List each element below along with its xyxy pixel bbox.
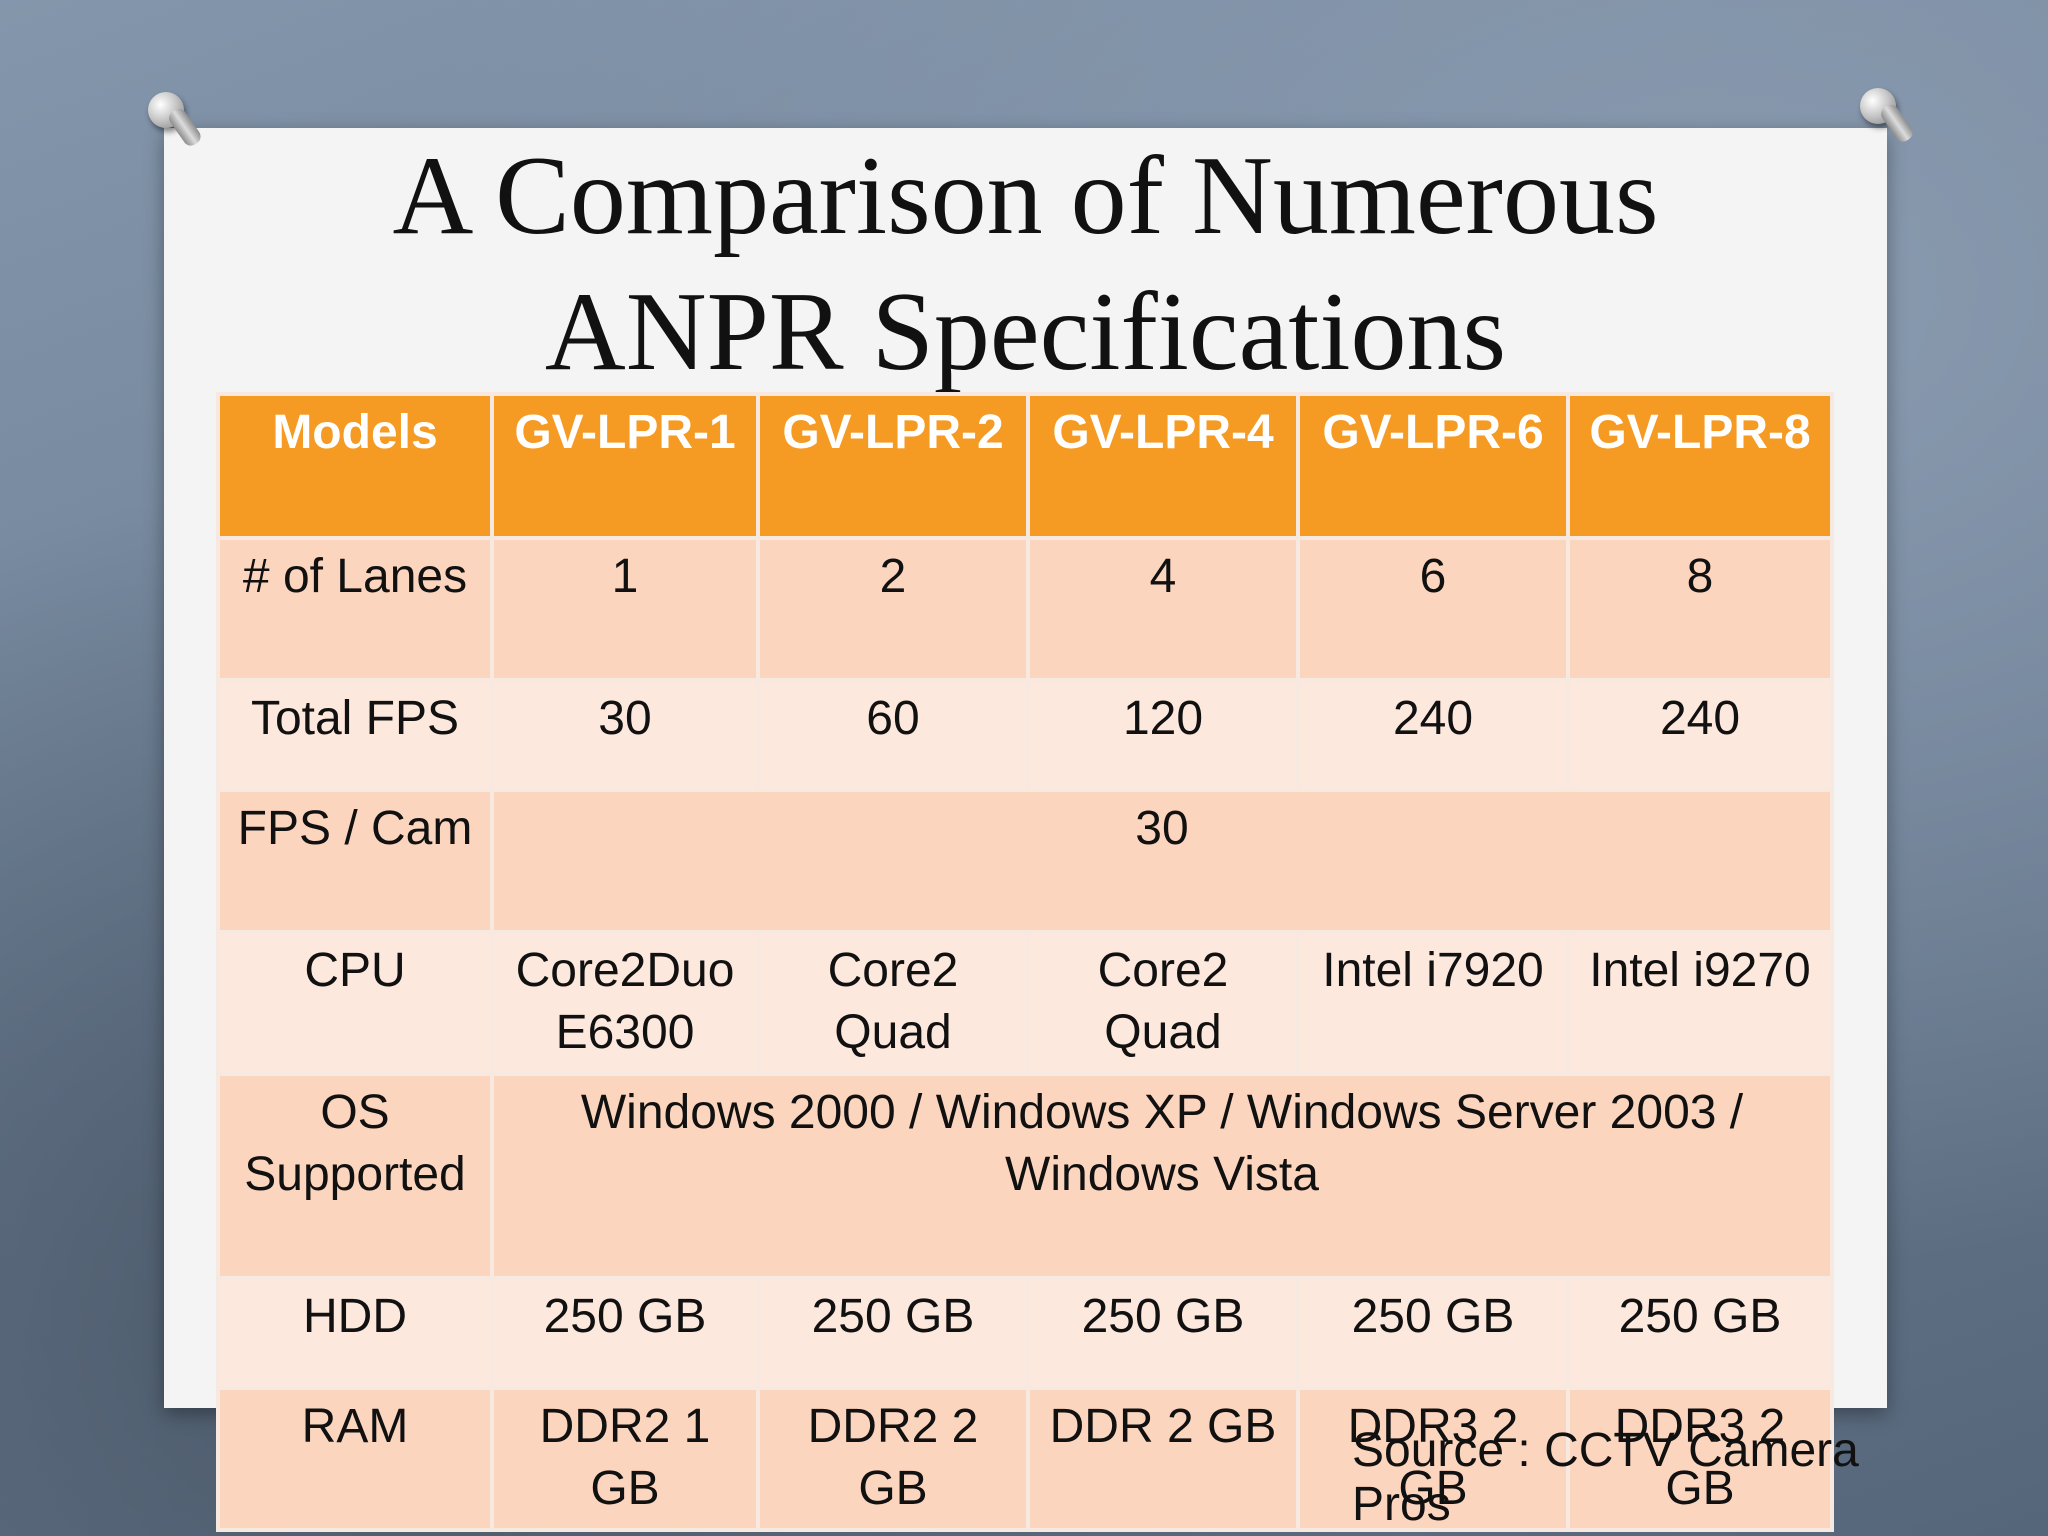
table-cell: Core2 Quad (760, 934, 1026, 1072)
row-label: # of Lanes (220, 540, 490, 678)
header-cell: Models (220, 396, 490, 536)
row-label: HDD (220, 1280, 490, 1386)
table-row: RAM DDR2 1 GB DDR2 2 GB DDR 2 GB DDR3 2 … (220, 1390, 1830, 1528)
table-cell: Core2 Quad (1030, 934, 1296, 1072)
table-cell: 30 (494, 682, 756, 788)
table-row: FPS / Cam 30 (220, 792, 1830, 930)
source-caption: Source : CCTV Camera Pros (1352, 1424, 1859, 1531)
table-cell: 4 (1030, 540, 1296, 678)
table-cell: DDR 2 GB (1030, 1390, 1296, 1528)
table-cell: Core2Duo E6300 (494, 934, 756, 1072)
header-cell: GV-LPR-6 (1300, 396, 1566, 536)
table-cell: 240 (1300, 682, 1566, 788)
table-cell: 250 GB (760, 1280, 1026, 1386)
table-row: HDD 250 GB 250 GB 250 GB 250 GB 250 GB (220, 1280, 1830, 1386)
header-cell: GV-LPR-1 (494, 396, 756, 536)
title-line-1: A Comparison of Numerous (392, 134, 1659, 258)
slide-title: A Comparison of Numerous ANPR Specificat… (164, 128, 1887, 400)
pushpin-icon (1860, 88, 1896, 124)
table-cell: 60 (760, 682, 1026, 788)
table-cell: 250 GB (1300, 1280, 1566, 1386)
table-cell: 250 GB (1570, 1280, 1830, 1386)
row-label: FPS / Cam (220, 792, 490, 930)
table-cell: 250 GB (1030, 1280, 1296, 1386)
table-cell: Intel i9270 (1570, 934, 1830, 1072)
spec-table: Models GV-LPR-1 GV-LPR-2 GV-LPR-4 GV-LPR… (216, 392, 1834, 1532)
header-cell: GV-LPR-4 (1030, 396, 1296, 536)
table-cell: Windows 2000 / Windows XP / Windows Serv… (494, 1076, 1830, 1276)
row-label: CPU (220, 934, 490, 1072)
table-cell: 8 (1570, 540, 1830, 678)
row-label: OS Supported (220, 1076, 490, 1276)
table-cell: DDR3 2 GB (1300, 1390, 1566, 1528)
table-cell: 30 (494, 792, 1830, 930)
table-cell: 250 GB (494, 1280, 756, 1386)
table-cell: 2 (760, 540, 1026, 678)
table-cell: DDR2 1 GB (494, 1390, 756, 1528)
table-row: CPU Core2Duo E6300 Core2 Quad Core2 Quad… (220, 934, 1830, 1072)
pushpin-icon (148, 92, 184, 128)
header-cell: GV-LPR-8 (1570, 396, 1830, 536)
table-header-row: Models GV-LPR-1 GV-LPR-2 GV-LPR-4 GV-LPR… (220, 396, 1830, 536)
header-cell: GV-LPR-2 (760, 396, 1026, 536)
table-cell: 120 (1030, 682, 1296, 788)
table-cell: 6 (1300, 540, 1566, 678)
row-label: Total FPS (220, 682, 490, 788)
table-row: OS Supported Windows 2000 / Windows XP /… (220, 1076, 1830, 1276)
title-line-2: ANPR Specifications (544, 270, 1507, 394)
table-cell: 240 (1570, 682, 1830, 788)
table-row: Total FPS 30 60 120 240 240 (220, 682, 1830, 788)
row-label: RAM (220, 1390, 490, 1528)
table-cell: 1 (494, 540, 756, 678)
table-cell: DDR2 2 GB (760, 1390, 1026, 1528)
table-cell: DDR3 2 GB (1570, 1390, 1830, 1528)
table-row: # of Lanes 1 2 4 6 8 (220, 540, 1830, 678)
table-cell: Intel i7920 (1300, 934, 1566, 1072)
